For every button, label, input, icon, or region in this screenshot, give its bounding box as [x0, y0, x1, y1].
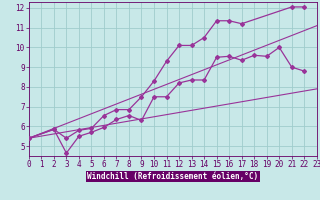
X-axis label: Windchill (Refroidissement éolien,°C): Windchill (Refroidissement éolien,°C)	[87, 172, 258, 181]
